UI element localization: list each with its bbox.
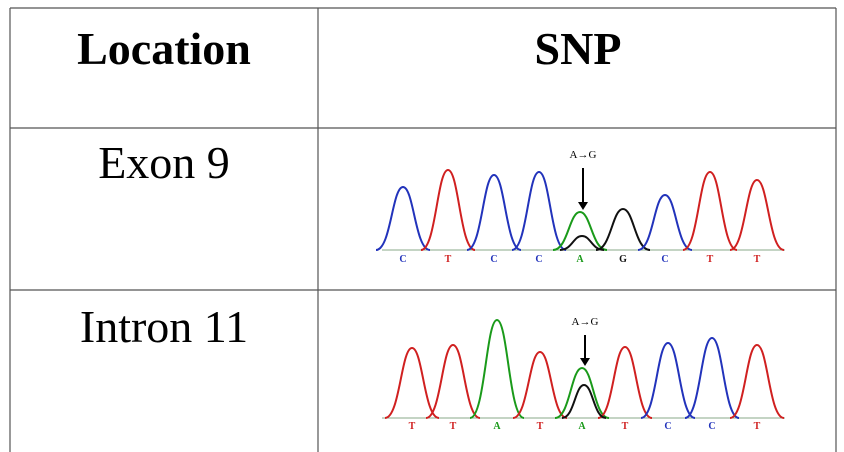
- base-call: T: [622, 421, 629, 432]
- peak: [730, 345, 784, 418]
- location-cell: Exon 9: [98, 137, 230, 188]
- peak: [467, 175, 521, 250]
- base-call: A: [576, 254, 584, 265]
- base-call: A: [578, 421, 586, 432]
- peak: [638, 195, 692, 250]
- header-cell: Location: [77, 23, 251, 74]
- base-call: T: [409, 421, 416, 432]
- peak: [426, 345, 480, 418]
- base-call: C: [664, 421, 671, 432]
- peak: [553, 212, 607, 250]
- peak: [512, 172, 566, 250]
- peak: [641, 343, 695, 418]
- base-call: C: [535, 254, 542, 265]
- location-cell: Intron 11: [80, 301, 248, 352]
- base-call: C: [399, 254, 406, 265]
- peak: [376, 187, 430, 250]
- peak: [421, 170, 475, 250]
- base-call: T: [707, 254, 714, 265]
- peak: [555, 368, 609, 418]
- table: Location SNP Exon 9 C T C C A G C T T A→G Intron 11…: [0, 0, 844, 452]
- header-cell: SNP: [535, 23, 622, 74]
- peak: [385, 348, 439, 418]
- base-call: C: [708, 421, 715, 432]
- base-call: T: [445, 254, 452, 265]
- peak: [685, 338, 739, 418]
- peak: [730, 180, 784, 250]
- peak: [596, 209, 650, 250]
- base-call: C: [490, 254, 497, 265]
- base-call: T: [450, 421, 457, 432]
- base-call: G: [619, 254, 627, 265]
- peak: [598, 347, 652, 418]
- base-call: T: [754, 254, 761, 265]
- peak: [683, 172, 737, 250]
- arrow-head: [578, 202, 588, 210]
- peak: [513, 352, 567, 418]
- base-call: T: [537, 421, 544, 432]
- base-call: T: [754, 421, 761, 432]
- arrow-head: [580, 358, 590, 366]
- base-call: A: [493, 421, 501, 432]
- minor-peak: [562, 385, 606, 418]
- base-call: C: [661, 254, 668, 265]
- peak: [470, 320, 524, 418]
- mutation-label: A→G: [572, 316, 599, 328]
- mutation-label: A→G: [570, 149, 597, 161]
